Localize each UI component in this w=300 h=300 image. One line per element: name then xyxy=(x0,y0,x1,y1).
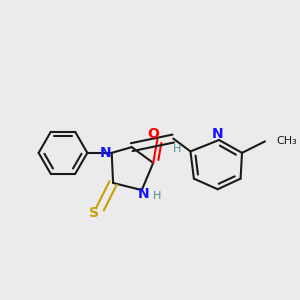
Text: O: O xyxy=(147,127,159,141)
Text: CH₃: CH₃ xyxy=(276,136,297,146)
Text: N: N xyxy=(100,146,112,160)
Text: H: H xyxy=(172,144,181,154)
Text: N: N xyxy=(137,188,149,201)
Text: S: S xyxy=(89,206,100,220)
Text: N: N xyxy=(212,127,224,141)
Text: H: H xyxy=(153,191,161,201)
